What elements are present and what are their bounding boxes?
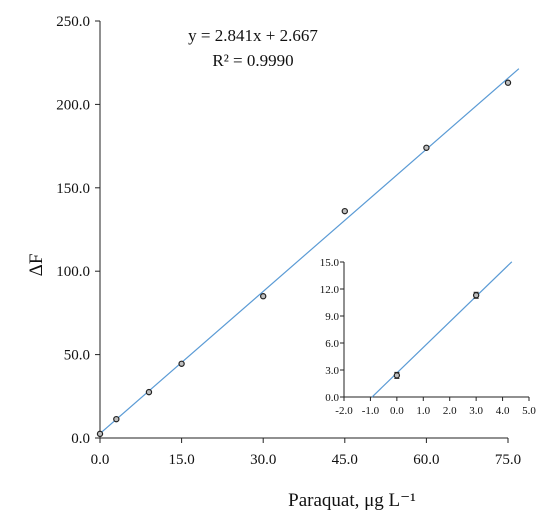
x-axis-title: Paraquat, μg L⁻¹ — [288, 490, 416, 511]
main-y-tick-label: 150.0 — [56, 181, 90, 197]
inset-x-tick-label: -2.0 — [335, 405, 353, 417]
main-x-tick-label: 0.0 — [91, 452, 110, 468]
main-y-tick-label: 50.0 — [64, 348, 90, 364]
main-data-point — [341, 207, 348, 215]
main-y-tick-label: 250.0 — [56, 14, 90, 30]
y-axis-title: ΔF — [26, 254, 47, 277]
inset-data-point — [393, 372, 401, 379]
inset-x-tick-label: 5.0 — [522, 405, 536, 417]
main-data-point — [113, 415, 120, 423]
inset-y-tick-label: 6.0 — [325, 338, 339, 350]
main-y-tick-label: 0.0 — [71, 431, 90, 447]
inset-y-tick-label: 9.0 — [325, 311, 339, 323]
inset-x-tick-label: 1.0 — [416, 405, 430, 417]
inset-x-tick-label: -1.0 — [362, 405, 380, 417]
regression-equation: y = 2.841x + 2.667 — [188, 26, 318, 45]
main-data-point — [423, 144, 430, 151]
main-y-tick-label: 200.0 — [56, 97, 90, 113]
main-data-point — [96, 430, 104, 438]
inset-x-tick-label: 2.0 — [443, 405, 457, 417]
inset-x-tick-label: 3.0 — [469, 405, 483, 417]
main-data-point — [504, 79, 512, 86]
main-fit-line — [99, 68, 520, 435]
inset-data-point — [472, 292, 480, 299]
main-x-tick-label: 75.0 — [495, 452, 521, 468]
inset-y-tick-label: 3.0 — [325, 365, 339, 377]
main-data-point — [260, 293, 267, 300]
main-x-tick-label: 45.0 — [332, 452, 358, 468]
main-x-tick-label: 60.0 — [413, 452, 439, 468]
inset-fit-line — [371, 261, 513, 398]
inset-x-tick-label: 4.0 — [496, 405, 510, 417]
r-squared-label: R² = 0.9990 — [212, 51, 293, 70]
main-x-tick-label: 15.0 — [168, 452, 194, 468]
main-y-tick-label: 100.0 — [56, 264, 90, 280]
main-data-point — [178, 360, 185, 367]
main-plot: 0.0 15.0 30.0 45.0 60.0 75.0 0.0 50.0 100.0 150.0… — [56, 14, 521, 468]
inset-y-tick-label: 12.0 — [320, 284, 340, 296]
main-data-point — [145, 388, 153, 396]
inset-y-tick-label: 0.0 — [325, 392, 339, 404]
inset-x-tick-label: 0.0 — [390, 405, 404, 417]
inset-y-tick-label: 15.0 — [320, 257, 340, 269]
inset-plot: -2.0 -1.0 0.0 1.0 2.0 3.0 4.0 5.0 0.0 3.0 6.0 9.0 12… — [320, 257, 537, 417]
main-x-tick-label: 30.0 — [250, 452, 276, 468]
